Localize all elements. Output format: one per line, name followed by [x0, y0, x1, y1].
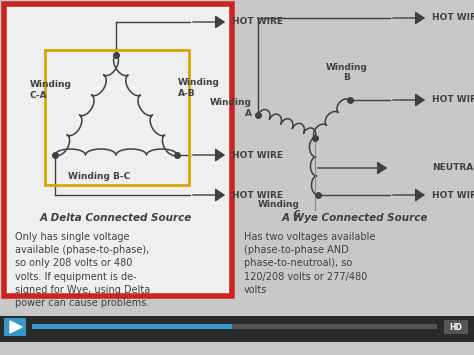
- FancyBboxPatch shape: [444, 320, 468, 334]
- Polygon shape: [10, 321, 22, 333]
- Text: HOT WIRE: HOT WIRE: [232, 191, 283, 200]
- Text: HD: HD: [449, 322, 463, 332]
- Text: HOT WIRE: HOT WIRE: [232, 17, 283, 27]
- Text: HOT WIRE: HOT WIRE: [232, 151, 283, 159]
- Text: Only has single voltage
available (phase-to-phase),
so only 208 volts or 480
vol: Only has single voltage available (phase…: [15, 232, 150, 308]
- Text: Winding
C-A: Winding C-A: [30, 80, 72, 100]
- Text: HOT WIRE: HOT WIRE: [432, 13, 474, 22]
- FancyBboxPatch shape: [32, 324, 437, 329]
- Text: Winding
A-B: Winding A-B: [178, 78, 220, 98]
- Text: Winding
B: Winding B: [326, 62, 368, 82]
- FancyBboxPatch shape: [32, 324, 232, 329]
- FancyBboxPatch shape: [4, 318, 26, 336]
- Text: Winding B-C: Winding B-C: [68, 172, 130, 181]
- Text: A Wye Connected Source: A Wye Connected Source: [282, 213, 428, 223]
- Text: Winding
C: Winding C: [258, 200, 300, 219]
- Text: A Delta Connected Source: A Delta Connected Source: [40, 213, 192, 223]
- Text: HOT WIRE: HOT WIRE: [432, 95, 474, 104]
- FancyBboxPatch shape: [4, 4, 232, 296]
- Text: NEUTRAL: NEUTRAL: [432, 164, 474, 173]
- FancyBboxPatch shape: [0, 316, 474, 342]
- Text: HOT WIRE: HOT WIRE: [432, 191, 474, 200]
- Text: Has two voltages available
(phase-to-phase AND
phase-to-neutroal), so
120/208 vo: Has two voltages available (phase-to-pha…: [244, 232, 375, 295]
- Text: Winding
A: Winding A: [210, 98, 252, 118]
